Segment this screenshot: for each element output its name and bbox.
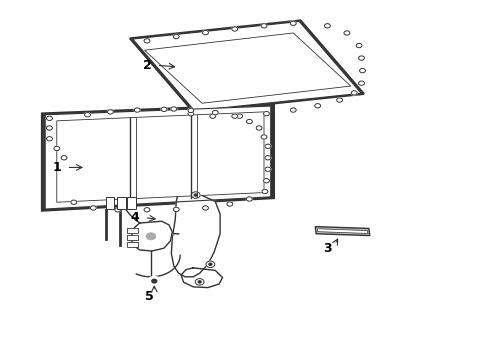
Circle shape <box>187 112 193 116</box>
Circle shape <box>187 108 193 113</box>
Circle shape <box>54 146 60 150</box>
Circle shape <box>264 144 270 148</box>
Circle shape <box>358 56 364 60</box>
Circle shape <box>46 116 52 121</box>
FancyBboxPatch shape <box>105 197 114 210</box>
FancyBboxPatch shape <box>127 235 138 240</box>
Circle shape <box>152 279 157 283</box>
Polygon shape <box>132 22 361 111</box>
Polygon shape <box>315 226 369 235</box>
Circle shape <box>90 206 96 210</box>
Circle shape <box>202 206 208 210</box>
Circle shape <box>264 156 270 160</box>
Circle shape <box>264 167 270 171</box>
Circle shape <box>246 120 252 124</box>
Circle shape <box>134 108 140 112</box>
FancyBboxPatch shape <box>127 197 136 210</box>
FancyBboxPatch shape <box>127 228 138 233</box>
Circle shape <box>226 202 232 206</box>
Polygon shape <box>317 229 366 233</box>
Circle shape <box>336 98 342 102</box>
Circle shape <box>350 91 356 95</box>
Text: 5: 5 <box>145 290 154 303</box>
Circle shape <box>198 281 201 283</box>
Circle shape <box>236 114 242 118</box>
Circle shape <box>261 24 266 28</box>
Circle shape <box>61 156 67 160</box>
Circle shape <box>173 35 179 39</box>
Circle shape <box>290 108 296 112</box>
Polygon shape <box>45 106 270 209</box>
Circle shape <box>194 194 197 196</box>
Text: 2: 2 <box>142 59 151 72</box>
Polygon shape <box>144 33 350 103</box>
Circle shape <box>46 136 52 141</box>
Circle shape <box>46 126 52 130</box>
Circle shape <box>208 263 211 265</box>
Circle shape <box>115 208 121 212</box>
Circle shape <box>173 207 179 212</box>
Circle shape <box>161 107 166 112</box>
Polygon shape <box>131 221 172 251</box>
Text: 3: 3 <box>323 242 331 255</box>
Polygon shape <box>43 105 272 210</box>
Circle shape <box>263 179 269 183</box>
Circle shape <box>107 110 113 114</box>
Circle shape <box>144 39 150 43</box>
Circle shape <box>195 279 203 285</box>
Circle shape <box>324 24 330 28</box>
Circle shape <box>144 208 150 212</box>
Text: 1: 1 <box>52 161 61 174</box>
FancyBboxPatch shape <box>127 242 138 247</box>
Circle shape <box>231 27 237 31</box>
Circle shape <box>261 135 266 139</box>
Circle shape <box>246 197 252 201</box>
Circle shape <box>314 104 320 108</box>
Polygon shape <box>44 106 271 210</box>
Polygon shape <box>57 112 264 202</box>
Polygon shape <box>181 268 222 288</box>
Polygon shape <box>130 21 363 112</box>
Circle shape <box>205 261 214 267</box>
Circle shape <box>71 200 77 204</box>
Circle shape <box>148 276 160 286</box>
Circle shape <box>170 107 176 111</box>
Circle shape <box>191 192 200 198</box>
Polygon shape <box>132 21 361 111</box>
Circle shape <box>212 111 218 115</box>
Circle shape <box>231 114 237 118</box>
Polygon shape <box>171 191 220 277</box>
FancyBboxPatch shape <box>117 197 125 210</box>
Circle shape <box>355 43 361 48</box>
Text: 4: 4 <box>130 211 139 224</box>
Circle shape <box>358 81 364 85</box>
Circle shape <box>256 126 262 130</box>
Circle shape <box>202 31 208 35</box>
Circle shape <box>84 113 90 117</box>
Polygon shape <box>131 21 362 112</box>
Circle shape <box>262 189 267 194</box>
Polygon shape <box>42 105 273 211</box>
Circle shape <box>140 228 161 244</box>
Circle shape <box>343 31 349 35</box>
Circle shape <box>209 114 215 118</box>
Circle shape <box>359 68 365 73</box>
Circle shape <box>290 21 296 26</box>
Circle shape <box>263 112 269 116</box>
Circle shape <box>146 233 156 240</box>
